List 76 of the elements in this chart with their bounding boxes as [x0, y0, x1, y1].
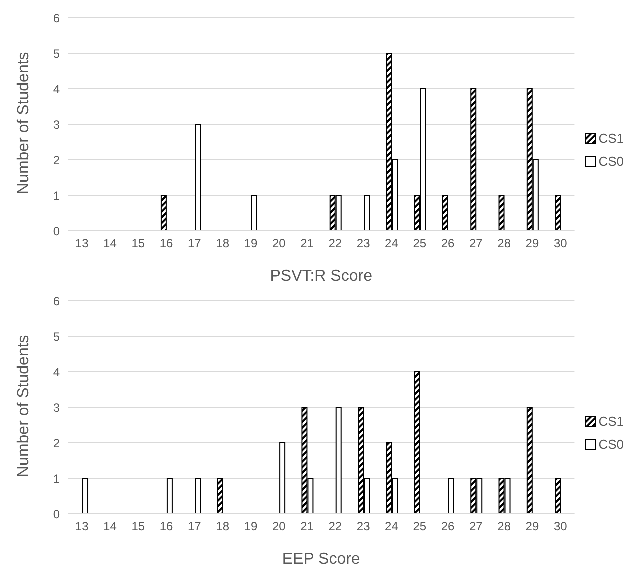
y-tick-label: 4	[53, 365, 60, 380]
x-tick-label: 18	[216, 236, 230, 251]
x-tick-label: 27	[470, 236, 484, 251]
y-tick-label: 2	[53, 153, 60, 168]
y-tick-label: 2	[53, 436, 60, 450]
y-tick-label: 3	[53, 400, 60, 415]
x-tick-label: 23	[356, 520, 371, 534]
x-tick-label: 15	[132, 520, 146, 534]
x-tick-label: 18	[216, 520, 230, 534]
bar	[526, 407, 533, 514]
x-tick-label: 25	[413, 520, 427, 534]
x-tick-label: 16	[160, 236, 174, 251]
x-tick-label: 29	[526, 236, 540, 251]
y-tick-label: 1	[53, 188, 60, 203]
legend-label: CS0	[598, 154, 624, 168]
x-tick-label: 15	[132, 236, 146, 251]
legend-label: CS1	[598, 414, 624, 428]
x-tick-label: 27	[470, 520, 484, 534]
y-tick-label: 5	[53, 330, 60, 344]
x-tick-label: 22	[328, 520, 342, 534]
bar	[414, 372, 420, 514]
x-tick-label: 24	[385, 236, 399, 251]
x-axis-title: EEP Score	[282, 551, 360, 568]
x-tick-label: 24	[385, 520, 399, 534]
x-tick-label: 21	[300, 520, 314, 534]
y-tick-label: 3	[53, 118, 60, 132]
bar	[470, 88, 477, 231]
x-tick-label: 19	[244, 236, 258, 251]
x-tick-label: 25	[413, 236, 427, 251]
bar	[217, 478, 224, 514]
bar	[555, 478, 562, 514]
x-tick-label: 14	[104, 236, 118, 251]
x-tick-label: 17	[188, 520, 202, 534]
x-tick-label: 20	[272, 520, 286, 534]
x-tick-label: 16	[160, 520, 174, 534]
bar	[195, 478, 202, 514]
y-tick-label: 6	[53, 11, 60, 26]
y-tick-label: 5	[53, 46, 60, 61]
bar	[448, 478, 454, 514]
x-tick-label: 30	[554, 520, 568, 534]
x-tick-label: 20	[272, 236, 286, 251]
bar	[195, 124, 202, 231]
bar	[442, 195, 448, 231]
y-tick-label: 6	[53, 294, 60, 308]
x-tick-label: 23	[356, 236, 371, 251]
x-tick-label: 19	[244, 520, 258, 534]
y-axis-title: Number of Students	[16, 52, 33, 194]
x-tick-label: 17	[188, 236, 202, 251]
bar	[251, 195, 258, 231]
x-tick-label: 26	[441, 236, 456, 251]
y-tick-label: 4	[53, 82, 60, 96]
y-axis-title: Number of Students	[16, 335, 33, 478]
legend-label: CS1	[598, 130, 624, 146]
y-tick-label: 1	[53, 472, 60, 486]
x-tick-label: 29	[526, 520, 540, 534]
legend-label: CS0	[598, 436, 624, 452]
x-tick-label: 13	[75, 236, 90, 251]
bar	[166, 478, 173, 514]
x-tick-label: 26	[441, 520, 456, 534]
x-tick-label: 28	[498, 236, 512, 251]
bar	[364, 195, 370, 231]
x-tick-label: 21	[300, 236, 314, 251]
bar	[160, 195, 167, 231]
x-tick-label: 22	[328, 236, 342, 251]
x-tick-label: 13	[75, 520, 90, 534]
y-tick-label: 0	[53, 224, 60, 238]
bar	[555, 195, 562, 231]
y-tick-label: 0	[53, 507, 60, 522]
x-tick-label: 28	[498, 520, 512, 534]
x-tick-label: 14	[104, 520, 118, 534]
x-axis-title: PSVT:R Score	[270, 268, 373, 285]
bar	[82, 478, 89, 514]
bar	[280, 442, 286, 514]
bar	[336, 407, 342, 514]
bar	[498, 195, 505, 231]
x-tick-label: 30	[554, 236, 568, 251]
